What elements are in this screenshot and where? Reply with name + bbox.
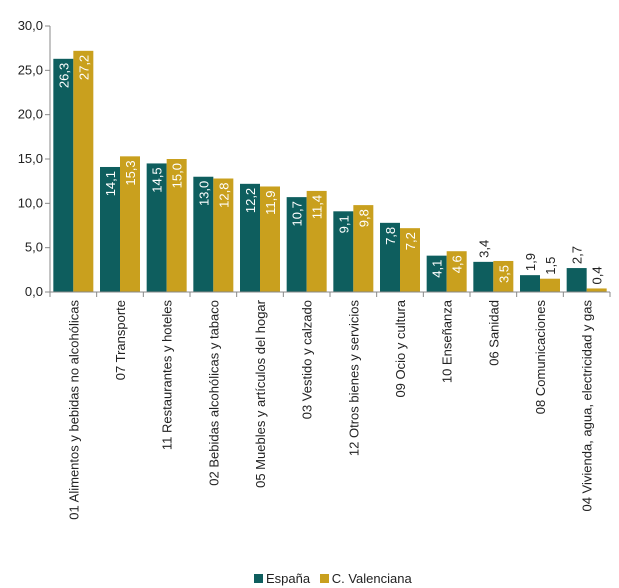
- bar-c-valenciana: [260, 186, 280, 292]
- bar-c-valenciana: [166, 159, 187, 292]
- data-label: 15,0: [170, 163, 185, 188]
- legend: España C. Valenciana: [254, 571, 418, 586]
- legend-swatch-espana: [254, 574, 263, 583]
- data-label: 1,5: [543, 257, 558, 275]
- bar-c-valenciana: [353, 205, 374, 292]
- bar-espana: [53, 58, 74, 292]
- legend-label-c-valenciana: C. Valenciana: [331, 571, 412, 586]
- bar-espana: [240, 183, 260, 292]
- data-label: 26,3: [56, 63, 71, 88]
- data-label: 4,6: [450, 255, 465, 273]
- bar-espana: [426, 255, 447, 292]
- bar-espana: [520, 275, 540, 292]
- x-tick-label: 07 Transporte: [113, 300, 128, 380]
- y-tick-label: 0,0: [25, 284, 43, 299]
- bar-c-valenciana: [586, 288, 607, 292]
- x-tick-label: 10 Enseñanza: [440, 299, 455, 383]
- bar-espana: [566, 268, 587, 292]
- y-tick-label: 5,0: [25, 240, 43, 255]
- bar-espana: [193, 176, 214, 292]
- x-tick-label: 05 Muebles y artículos del hogar: [253, 299, 268, 488]
- data-label: 15,3: [123, 160, 138, 185]
- bar-c-valenciana: [213, 178, 234, 292]
- data-label: 7,2: [403, 232, 418, 250]
- data-label: 14,1: [103, 171, 118, 196]
- data-label: 12,2: [243, 188, 258, 213]
- x-tick-label: 01 Alimentos y bebidas no alcohólicas: [66, 300, 81, 520]
- x-tick-label: 12 Otros bienes y servicios: [346, 300, 361, 457]
- data-label: 2,7: [570, 246, 585, 264]
- data-label: 14,5: [150, 167, 165, 192]
- bar-espana: [100, 166, 120, 292]
- bar-c-valenciana: [306, 190, 327, 292]
- x-tick-label: 04 Vivienda, agua, electricidad y gas: [580, 300, 595, 512]
- legend-swatch-c-valenciana: [319, 574, 329, 583]
- y-tick-label: 15,0: [18, 151, 43, 166]
- bar-c-valenciana: [120, 156, 140, 292]
- data-label: 3,4: [476, 240, 491, 258]
- bar-c-valenciana: [73, 50, 94, 293]
- x-tick-label: 11 Restaurantes y hoteles: [160, 300, 175, 451]
- x-tick-label: 02 Bebidas alcohólicas y tabaco: [206, 300, 221, 486]
- bar-c-valenciana: [446, 251, 467, 292]
- data-label: 10,7: [290, 201, 305, 226]
- bar-c-valenciana: [540, 278, 560, 292]
- y-tick-label: 10,0: [18, 195, 43, 210]
- data-label: 9,8: [356, 209, 371, 227]
- data-label: 1,9: [523, 253, 538, 271]
- bar-espana: [333, 211, 354, 292]
- x-tick-label: 03 Vestido y calzado: [300, 300, 315, 419]
- bar-espana: [286, 197, 307, 292]
- legend-item-c-valenciana: C. Valenciana: [319, 571, 412, 586]
- y-tick-label: 25,0: [18, 62, 43, 77]
- data-label: 27,2: [76, 55, 91, 80]
- bar-c-valenciana: [400, 228, 420, 292]
- data-label: 12,8: [216, 183, 231, 208]
- data-label: 4,1: [430, 260, 445, 278]
- legend-label-espana: España: [266, 571, 311, 586]
- bar-espana: [380, 222, 400, 292]
- bar-espana: [473, 261, 494, 292]
- legend-item-espana: España: [254, 571, 310, 586]
- x-tick-label: 09 Ocio y cultura: [393, 299, 408, 397]
- data-label: 9,1: [336, 215, 351, 233]
- y-tick-label: 20,0: [18, 107, 43, 122]
- y-tick-label: 30,0: [18, 18, 43, 33]
- data-label: 11,4: [310, 195, 325, 219]
- data-label: 7,8: [383, 227, 398, 245]
- data-label: 13,0: [196, 181, 211, 206]
- data-label: 0,4: [590, 266, 605, 284]
- x-tick-label: 06 Sanidad: [486, 300, 501, 366]
- bar-c-valenciana: [493, 260, 514, 292]
- bar-espana: [146, 163, 167, 292]
- x-tick-label: 08 Comunicaciones: [533, 300, 548, 415]
- data-label: 3,5: [496, 265, 511, 283]
- data-label: 11,9: [263, 190, 278, 214]
